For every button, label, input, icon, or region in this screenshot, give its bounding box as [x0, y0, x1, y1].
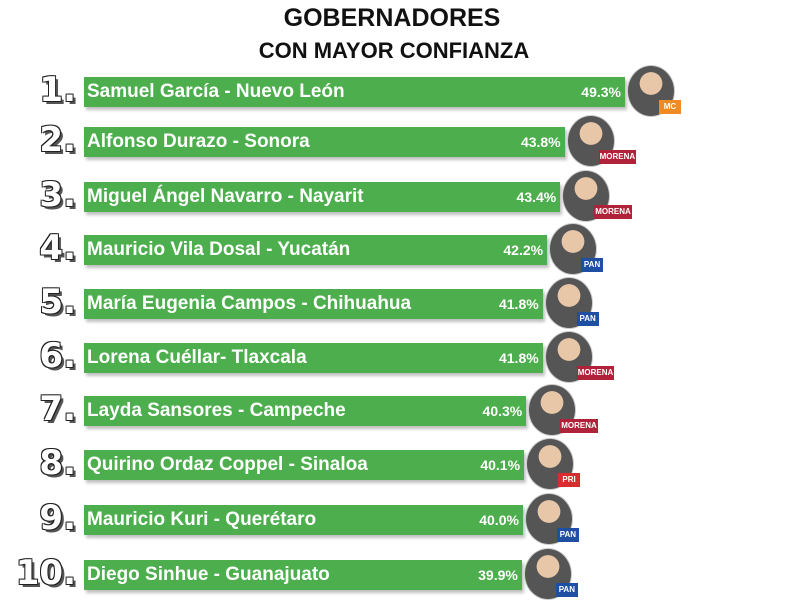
bar-category-label: Mauricio Kuri - Querétaro [87, 509, 317, 530]
rank-label: 5. [39, 282, 76, 322]
bar: Quirino Ordaz Coppel - Sinaloa 40.1% [84, 450, 525, 480]
bar-value-label: 43.4% [516, 189, 557, 205]
bar-category-label: Samuel García - Nuevo León [87, 81, 345, 102]
bar: María Eugenia Campos - Chihuahua 41.8% [84, 289, 543, 319]
bar: Layda Sansores - Campeche 40.3% [84, 396, 527, 426]
rank-label: 6. [39, 336, 76, 376]
bar: Samuel García - Nuevo León 49.3% [84, 77, 625, 107]
bar-category-label: Diego Sinhue - Guanajuato [87, 564, 330, 585]
party-logo-pan: PAN [581, 258, 604, 272]
rank-label: 10. [15, 553, 76, 593]
party-logo-morena: MORENA [598, 150, 637, 164]
bar-category-label: Mauricio Vila Dosal - Yucatán [87, 239, 351, 260]
bar-value-label: 40.0% [479, 512, 519, 528]
rank-label: 9. [39, 498, 76, 538]
bar-value-label: 40.3% [482, 403, 523, 419]
bar-value-label: 49.3% [581, 84, 621, 100]
bar: Lorena Cuéllar- Tlaxcala 41.8% [84, 343, 543, 373]
party-logo-morena: MORENA [594, 205, 632, 219]
bar: Miguel Ángel Navarro - Nayarit 43.4% [84, 182, 561, 212]
governor-photo [566, 115, 615, 167]
rank-label: 4. [39, 228, 76, 268]
chart-title: GOBERNADORES [283, 4, 501, 32]
party-logo-morena: MORENA [560, 419, 598, 433]
bar-value-label: 42.2% [503, 242, 544, 258]
bar: Diego Sinhue - Guanajuato 39.9% [84, 560, 522, 590]
bar-value-label: 39.9% [478, 567, 518, 583]
bar-category-label: Layda Sansores - Campeche [87, 400, 346, 421]
bar-value-label: 40.1% [480, 457, 521, 473]
bar-category-label: Miguel Ángel Navarro - Nayarit [87, 186, 364, 207]
bar-value-label: 43.8% [520, 134, 561, 150]
bar: Mauricio Kuri - Querétaro 40.0% [84, 505, 523, 535]
bar-category-label: Alfonso Durazo - Sonora [87, 131, 310, 152]
party-logo-mc: MC [659, 100, 681, 114]
bar: Alfonso Durazo - Sonora 43.8% [84, 127, 565, 157]
bar: Mauricio Vila Dosal - Yucatán 42.2% [84, 235, 548, 265]
chart-subtitle: CON MAYOR CONFIANZA [258, 38, 530, 63]
bar-value-label: 41.8% [498, 296, 539, 312]
rank-label: 8. [39, 443, 76, 483]
rank-label: 3. [39, 175, 76, 215]
party-logo-pan: PAN [555, 583, 578, 597]
rank-label: 2. [39, 120, 76, 160]
rank-label: 7. [39, 389, 76, 429]
party-logo-morena: MORENA [576, 366, 615, 380]
bar-value-label: 41.8% [498, 350, 539, 366]
rank-label: 1. [39, 70, 76, 110]
bar-category-label: Quirino Ordaz Coppel - Sinaloa [87, 454, 368, 475]
bar-category-label: María Eugenia Campos - Chihuahua [87, 293, 412, 314]
party-logo-pan: PAN [576, 312, 599, 326]
party-logo-pan: PAN [556, 528, 579, 542]
bar-category-label: Lorena Cuéllar- Tlaxcala [87, 347, 307, 368]
party-logo-pri: PRI [558, 473, 581, 487]
